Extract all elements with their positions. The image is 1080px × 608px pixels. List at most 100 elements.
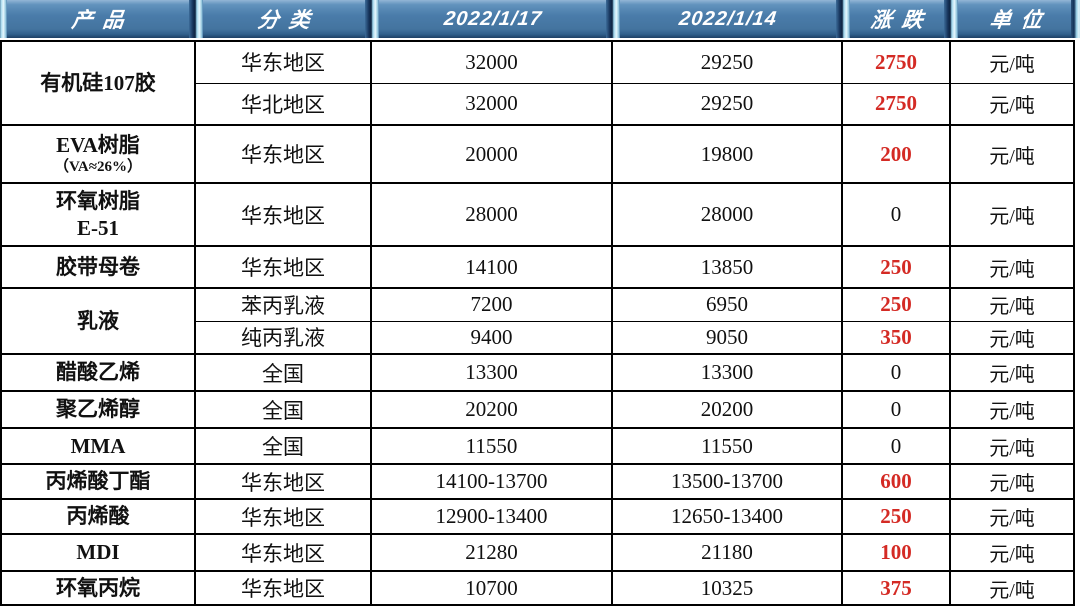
header-cell-unit: 单位 <box>944 0 1080 38</box>
unit-cell: 元/吨 <box>949 390 1075 428</box>
table-row: MDI 华东地区 21280 21180 100 元/吨 <box>0 533 1075 571</box>
category-cell: 华北地区 <box>194 82 372 125</box>
price-cell-previous: 10325 <box>611 570 843 605</box>
header-label-change: 涨跌 <box>869 9 935 32</box>
product-name: EVA树脂 <box>56 132 140 157</box>
unit-cell: 元/吨 <box>949 498 1075 534</box>
category-cell: 华东地区 <box>194 245 372 288</box>
price-cell-previous: 29250 <box>611 82 843 125</box>
price-cell-current: 32000 <box>370 82 613 125</box>
price-cell-current: 21280 <box>370 533 613 571</box>
change-cell: 2750 <box>841 40 951 83</box>
table-row: 聚乙烯醇 全国 20200 20200 0 元/吨 <box>0 390 1075 428</box>
table-row: 纯丙乳液 9400 9050 350 元/吨 <box>1 320 1075 354</box>
unit-cell: 元/吨 <box>949 533 1075 571</box>
header-cell-category: 分类 <box>189 0 372 38</box>
price-cell-current: 11550 <box>370 427 613 464</box>
product-name: 乳液 <box>77 308 119 333</box>
unit-cell: 元/吨 <box>949 427 1075 464</box>
product-cell: 环氧树脂 E-51 <box>0 182 196 246</box>
product-cell: 聚乙烯醇 <box>0 390 196 428</box>
unit-cell: 元/吨 <box>949 124 1075 183</box>
price-cell-current: 20200 <box>370 390 613 428</box>
product-subname: （VA≈26%） <box>54 159 142 176</box>
unit-cell: 元/吨 <box>949 287 1075 321</box>
unit-cell: 元/吨 <box>949 40 1075 83</box>
header-cell-date-current: 2022/1/17 <box>365 0 613 38</box>
table-row: 有机硅107胶 华东地区 32000 29250 2750 元/吨 <box>0 40 1075 125</box>
category-cell: 纯丙乳液 <box>194 320 372 354</box>
category-cell: 华东地区 <box>194 182 372 246</box>
product-name: 有机硅107胶 <box>40 70 156 95</box>
table-row: 丙烯酸丁酯 华东地区 14100-13700 13500-13700 600 元/吨 <box>0 463 1075 499</box>
table-row: 华北地区 32000 29250 2750 元/吨 <box>1 82 1075 125</box>
header-cell-change: 涨跌 <box>836 0 951 38</box>
category-cell: 华东地区 <box>194 124 372 183</box>
product-name: 环氧丙烷 <box>56 575 140 600</box>
product-subname: E-51 <box>77 215 119 240</box>
change-cell: 0 <box>841 182 951 246</box>
category-cell: 华东地区 <box>194 533 372 571</box>
price-cell-current: 28000 <box>370 182 613 246</box>
product-cell: EVA树脂 （VA≈26%） <box>0 124 196 183</box>
price-cell-previous: 12650-13400 <box>611 498 843 534</box>
product-name: 丙烯酸 <box>66 504 130 529</box>
category-cell: 全国 <box>194 427 372 464</box>
product-name: MMA <box>70 433 126 458</box>
change-cell: 600 <box>841 463 951 499</box>
unit-cell: 元/吨 <box>949 82 1075 125</box>
product-name: 环氧树脂 <box>56 189 140 214</box>
price-cell-current: 14100 <box>370 245 613 288</box>
change-cell: 100 <box>841 533 951 571</box>
change-cell: 0 <box>841 427 951 464</box>
product-cell: 丙烯酸丁酯 <box>0 463 196 499</box>
unit-cell: 元/吨 <box>949 463 1075 499</box>
header-label-date-current: 2022/1/17 <box>442 7 543 30</box>
price-cell-current: 9400 <box>370 320 613 354</box>
header-label-date-previous: 2022/1/14 <box>677 7 779 30</box>
change-cell: 250 <box>841 287 951 321</box>
unit-cell: 元/吨 <box>949 353 1075 391</box>
product-cell: 丙烯酸 <box>0 498 196 534</box>
change-cell: 2750 <box>841 82 951 125</box>
change-cell: 200 <box>841 124 951 183</box>
table-row: 环氧丙烷 华东地区 10700 10325 375 元/吨 <box>0 570 1075 605</box>
price-cell-current: 7200 <box>370 287 613 321</box>
price-cell-previous: 6950 <box>611 287 843 321</box>
table-row: 环氧树脂 E-51 华东地区 28000 28000 0 元/吨 <box>0 182 1075 246</box>
table-row: EVA树脂 （VA≈26%） 华东地区 20000 19800 200 元/吨 <box>0 124 1075 183</box>
product-name: MDI <box>76 540 120 565</box>
change-cell: 0 <box>841 390 951 428</box>
change-cell: 250 <box>841 498 951 534</box>
category-cell: 华东地区 <box>194 570 372 605</box>
price-cell-previous: 11550 <box>611 427 843 464</box>
change-cell: 250 <box>841 245 951 288</box>
table-row: MMA 全国 11550 11550 0 元/吨 <box>0 427 1075 464</box>
product-cell: 有机硅107胶 <box>0 40 196 125</box>
unit-cell: 元/吨 <box>949 245 1075 288</box>
product-name: 醋酸乙烯 <box>56 360 140 385</box>
price-cell-previous: 20200 <box>611 390 843 428</box>
change-cell: 0 <box>841 353 951 391</box>
change-cell: 375 <box>841 570 951 605</box>
product-name: 聚乙烯醇 <box>56 397 140 422</box>
header-label-category: 分类 <box>256 9 322 32</box>
price-cell-current: 20000 <box>370 124 613 183</box>
category-cell: 全国 <box>194 353 372 391</box>
category-cell: 华东地区 <box>194 498 372 534</box>
price-cell-current: 12900-13400 <box>370 498 613 534</box>
unit-cell: 元/吨 <box>949 182 1075 246</box>
price-table: 有机硅107胶 华东地区 32000 29250 2750 元/吨 华北地区 32000 292… <box>0 40 1075 606</box>
table-row: 醋酸乙烯 全国 13300 13300 0 元/吨 <box>0 353 1075 391</box>
product-name: 丙烯酸丁酯 <box>45 469 151 494</box>
product-cell: 环氧丙烷 <box>0 570 196 605</box>
category-cell: 苯丙乳液 <box>194 287 372 321</box>
table-row: 胶带母卷 华东地区 14100 13850 250 元/吨 <box>0 245 1075 288</box>
price-cell-previous: 28000 <box>611 182 843 246</box>
category-cell: 华东地区 <box>194 463 372 499</box>
price-cell-previous: 19800 <box>611 124 843 183</box>
table-row: 乳液 苯丙乳液 7200 6950 250 元/吨 <box>0 287 1075 354</box>
header-label-product: 产品 <box>70 9 136 32</box>
header-cell-date-previous: 2022/1/14 <box>606 0 843 38</box>
